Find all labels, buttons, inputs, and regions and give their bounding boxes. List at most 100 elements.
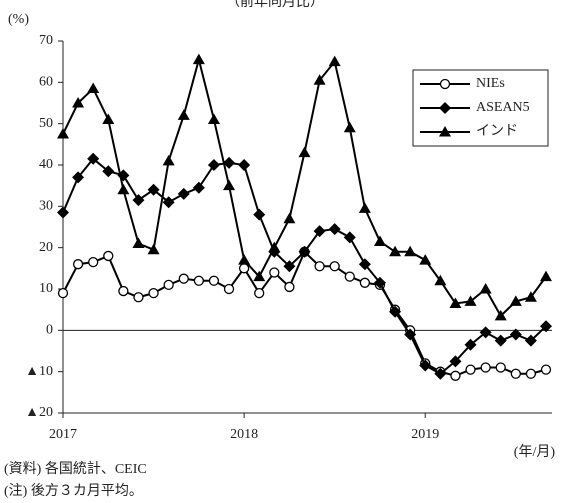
point bbox=[103, 250, 114, 262]
legend-label: ASEAN5 bbox=[476, 100, 530, 115]
point bbox=[525, 368, 537, 379]
point bbox=[419, 254, 432, 265]
point bbox=[223, 283, 235, 295]
point bbox=[72, 171, 85, 184]
point bbox=[87, 82, 100, 94]
point bbox=[313, 74, 326, 85]
y-tick-label: 40 bbox=[39, 157, 53, 172]
y-tick-label: 50 bbox=[39, 116, 53, 131]
point bbox=[328, 55, 341, 67]
y-tick-label: 70 bbox=[39, 33, 53, 48]
point bbox=[389, 245, 402, 257]
point bbox=[404, 245, 417, 257]
point bbox=[193, 275, 204, 286]
point bbox=[253, 208, 266, 221]
point bbox=[495, 362, 506, 373]
point bbox=[479, 326, 492, 339]
point bbox=[434, 274, 447, 286]
point bbox=[479, 283, 492, 294]
point bbox=[329, 261, 340, 272]
point bbox=[510, 368, 521, 379]
point bbox=[207, 159, 220, 171]
point bbox=[464, 338, 477, 351]
point bbox=[314, 261, 325, 272]
point bbox=[540, 364, 552, 375]
point bbox=[449, 297, 462, 308]
point bbox=[358, 202, 371, 213]
legend-label: インド bbox=[476, 124, 518, 139]
point bbox=[192, 53, 205, 65]
point bbox=[132, 194, 145, 207]
point bbox=[373, 276, 386, 289]
point bbox=[238, 159, 251, 171]
point bbox=[238, 254, 251, 265]
x-tick-label: 2018 bbox=[230, 427, 258, 442]
point bbox=[102, 165, 115, 178]
point bbox=[494, 334, 507, 347]
y-tick-label: ▲20 bbox=[25, 405, 53, 420]
source: (資料) 各国統計、CEIC bbox=[4, 461, 147, 477]
point bbox=[328, 223, 341, 236]
point bbox=[57, 206, 69, 219]
y-tick-label: 30 bbox=[39, 199, 53, 214]
point bbox=[389, 305, 402, 318]
point bbox=[524, 291, 537, 302]
point bbox=[450, 370, 461, 381]
point bbox=[223, 156, 236, 169]
point bbox=[162, 154, 175, 166]
point bbox=[540, 270, 552, 282]
y-tick-label: 10 bbox=[39, 281, 53, 296]
series-line bbox=[62, 157, 547, 375]
chart-title: （前年同月比） bbox=[226, 0, 324, 10]
point bbox=[480, 362, 491, 373]
point bbox=[283, 260, 296, 273]
point bbox=[147, 183, 160, 196]
note: (注) 後方３カ月平均。 bbox=[4, 483, 143, 499]
point bbox=[524, 334, 537, 347]
point bbox=[148, 287, 159, 299]
point bbox=[238, 263, 250, 274]
point bbox=[344, 271, 355, 282]
point bbox=[57, 287, 69, 299]
point bbox=[284, 281, 295, 293]
point bbox=[88, 256, 99, 268]
point bbox=[298, 146, 311, 158]
point bbox=[268, 241, 281, 253]
point bbox=[269, 267, 280, 278]
point bbox=[147, 243, 160, 255]
point bbox=[117, 183, 130, 195]
point bbox=[192, 181, 205, 194]
point bbox=[434, 367, 447, 380]
point bbox=[509, 295, 522, 306]
point bbox=[253, 270, 266, 282]
x-tick-label: 2019 bbox=[411, 427, 439, 442]
point bbox=[207, 113, 220, 125]
legend-marker bbox=[439, 126, 451, 137]
point bbox=[178, 273, 189, 284]
point bbox=[464, 295, 477, 306]
point bbox=[283, 212, 296, 224]
point bbox=[298, 245, 311, 258]
point bbox=[177, 109, 190, 120]
point bbox=[132, 237, 145, 249]
x-tick-label: 2017 bbox=[49, 427, 77, 442]
point bbox=[494, 309, 507, 321]
point bbox=[162, 196, 175, 209]
point bbox=[133, 292, 144, 303]
point bbox=[465, 364, 476, 375]
legend-label: NIEs bbox=[476, 76, 505, 91]
point bbox=[419, 359, 432, 372]
series-line bbox=[62, 250, 547, 377]
point bbox=[72, 259, 84, 270]
point bbox=[358, 258, 371, 271]
y-tick-label: 20 bbox=[39, 240, 53, 255]
point bbox=[343, 121, 356, 133]
y-tick-label: 0 bbox=[46, 323, 53, 338]
point bbox=[102, 113, 115, 125]
legend-marker bbox=[439, 78, 451, 90]
point bbox=[343, 231, 356, 244]
point bbox=[359, 277, 371, 288]
point bbox=[163, 279, 174, 291]
